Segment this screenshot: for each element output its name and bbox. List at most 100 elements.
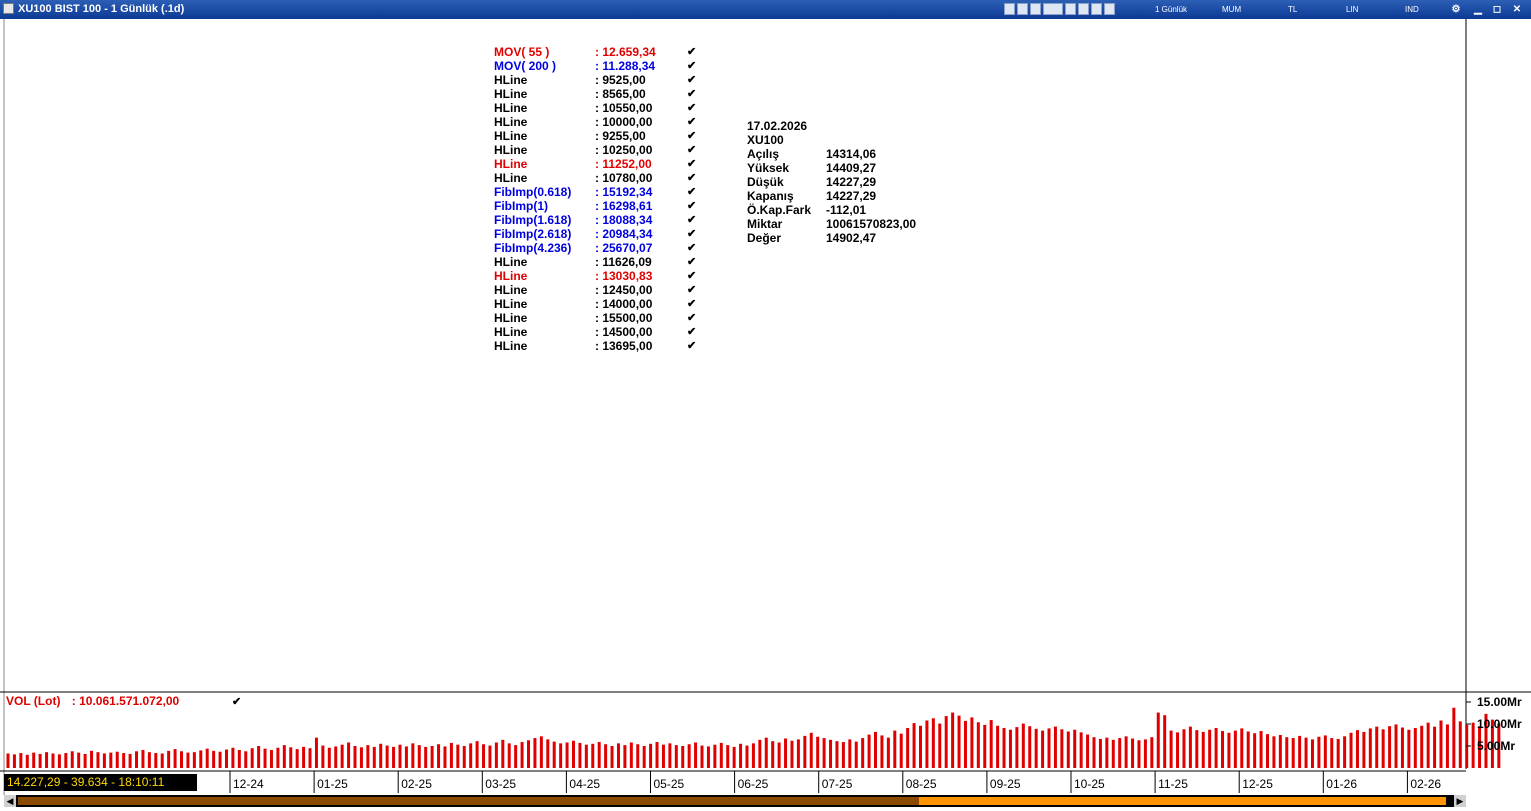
legend-value: : 13030,83 [595,269,653,283]
volume-bar-72 [469,743,473,768]
volume-legend-label: VOL (Lot) [6,694,61,708]
info-row: Değer 14902,47 [747,231,947,245]
app-icon [3,3,14,14]
period-option[interactable]: 1 Günlük [1155,5,1188,14]
price-chart[interactable]: 1,00(16298,610,62(15192,34 7000,007500,0… [0,19,1531,795]
legend-row[interactable]: HLine: 11252,00 ✔ [494,157,704,171]
legend-value: : 11.288,34 [595,59,656,73]
legend-row[interactable]: HLine: 12450,00 ✔ [494,283,704,297]
volume-bar-85 [552,741,556,768]
legend-check-icon[interactable]: ✔ [687,312,697,324]
scroll-right-icon[interactable]: ▶ [1454,795,1466,807]
legend-name: FibImp(4.236) [494,241,572,255]
legend-value: : 10780,00 [595,171,653,185]
volume-bar-174 [1124,736,1128,768]
legend-check-icon[interactable]: ✔ [687,60,697,72]
legend-name: HLine [494,87,528,101]
volume-bar-128 [829,739,833,768]
tool-zoom-icon[interactable] [1091,3,1102,15]
legend-check-icon[interactable]: ✔ [687,256,697,268]
legend-check-icon[interactable]: ✔ [687,186,697,198]
legend-check-icon[interactable]: ✔ [687,116,697,128]
legend-check-icon[interactable]: ✔ [687,88,697,100]
info-label: Ö.Kap.Fark [747,203,812,217]
legend-check-icon[interactable]: ✔ [687,144,697,156]
minimize-icon[interactable]: ▁ [1474,4,1482,15]
legend-row[interactable]: HLine: 13030,83 ✔ [494,269,704,283]
legend-check-icon[interactable]: ✔ [687,284,697,296]
horizontal-scrollbar[interactable]: ◀ ▶ [4,795,1466,807]
scroll-thumb[interactable] [919,797,1446,805]
chart-type-option[interactable]: MUM [1222,5,1242,14]
volume-bar-83 [539,736,543,768]
info-date: 17.02.2026 [747,119,808,133]
legend-check-icon[interactable]: ✔ [687,340,697,352]
legend-row[interactable]: FibImp(4.236): 25670,07 ✔ [494,241,704,255]
close-icon[interactable]: ✕ [1512,4,1522,15]
legend-row[interactable]: FibImp(1): 16298,61 ✔ [494,199,704,213]
volume-bar-123 [796,739,800,768]
legend-check-icon[interactable]: ✔ [687,228,697,240]
volume-bar-57 [372,746,376,768]
info-icon[interactable]: ⚙ [1451,4,1461,15]
legend-row[interactable]: HLine: 9525,00 ✔ [494,73,704,87]
legend-check-icon[interactable]: ✔ [687,46,697,58]
legend-check-icon[interactable]: ✔ [687,298,697,310]
currency-option[interactable]: TL [1288,5,1298,14]
volume-bar-76 [494,742,498,768]
legend-check-icon[interactable]: ✔ [687,158,697,170]
tool-indicator-icon[interactable] [1043,3,1063,15]
legend-check-icon[interactable]: ✔ [687,102,697,114]
volume-bar-181 [1169,730,1173,768]
legend-row[interactable]: HLine: 10000,00 ✔ [494,115,704,129]
legend-row[interactable]: MOV( 55 ): 12.659,34 ✔ [494,45,704,59]
legend-row[interactable]: FibImp(0.618): 15192,34 ✔ [494,185,704,199]
tool-save-icon[interactable] [1004,3,1015,15]
legend-check-icon[interactable]: ✔ [687,74,697,86]
vol-tick-label-1: 10.00Mr [1477,717,1522,731]
legend-row[interactable]: HLine: 9255,00 ✔ [494,129,704,143]
legend-check-icon[interactable]: ✔ [687,214,697,226]
volume-bar-4 [32,752,36,768]
legend-row[interactable]: HLine: 14500,00 ✔ [494,325,704,339]
volume-bar-14 [96,752,100,768]
volume-bar-15 [102,753,106,768]
legend-row[interactable]: HLine: 10250,00 ✔ [494,143,704,157]
legend-row[interactable]: HLine: 8565,00 ✔ [494,87,704,101]
legend-check-icon[interactable]: ✔ [687,242,697,254]
volume-bar-226 [1458,721,1462,768]
indicator-option[interactable]: IND [1405,5,1419,14]
tool-settings-icon[interactable] [1104,3,1115,15]
maximize-icon[interactable]: ◻ [1492,4,1502,15]
legend-name: HLine [494,129,528,143]
legend-row[interactable]: MOV( 200 ): 11.288,34 ✔ [494,59,704,73]
volume-bar-75 [488,745,492,768]
legend-check-icon[interactable]: ✔ [687,200,697,212]
legend-check-icon[interactable]: ✔ [687,326,697,338]
volume-bar-51 [334,746,338,768]
legend-row[interactable]: HLine: 14000,00 ✔ [494,297,704,311]
x-tick-label-6: 06-25 [738,777,769,791]
legend-row[interactable]: FibImp(1.618): 18088,34 ✔ [494,213,704,227]
tool-pen-icon[interactable] [1078,3,1089,15]
scroll-left-icon[interactable]: ◀ [4,795,16,807]
tool-line-icon[interactable] [1065,3,1076,15]
legend-check-icon[interactable]: ✔ [687,172,697,184]
volume-bar-18 [122,753,126,768]
legend-value: : 9525,00 [595,73,646,87]
scale-option[interactable]: LIN [1346,5,1359,14]
tool-draw-icon[interactable] [1017,3,1028,15]
volume-check-icon[interactable]: ✔ [232,696,242,708]
volume-bar-207 [1336,738,1340,768]
legend-row[interactable]: HLine: 11626,09 ✔ [494,255,704,269]
legend-check-icon[interactable]: ✔ [687,270,697,282]
legend-row[interactable]: HLine: 10550,00 ✔ [494,101,704,115]
legend-row[interactable]: FibImp(2.618): 20984,34 ✔ [494,227,704,241]
scroll-track[interactable] [18,797,919,805]
legend-row[interactable]: HLine: 10780,00 ✔ [494,171,704,185]
volume-bar-78 [507,743,511,768]
legend-row[interactable]: HLine: 13695,00 ✔ [494,339,704,353]
legend-row[interactable]: HLine: 15500,00 ✔ [494,311,704,325]
tool-arrow-icon[interactable] [1030,3,1041,15]
legend-check-icon[interactable]: ✔ [687,130,697,142]
